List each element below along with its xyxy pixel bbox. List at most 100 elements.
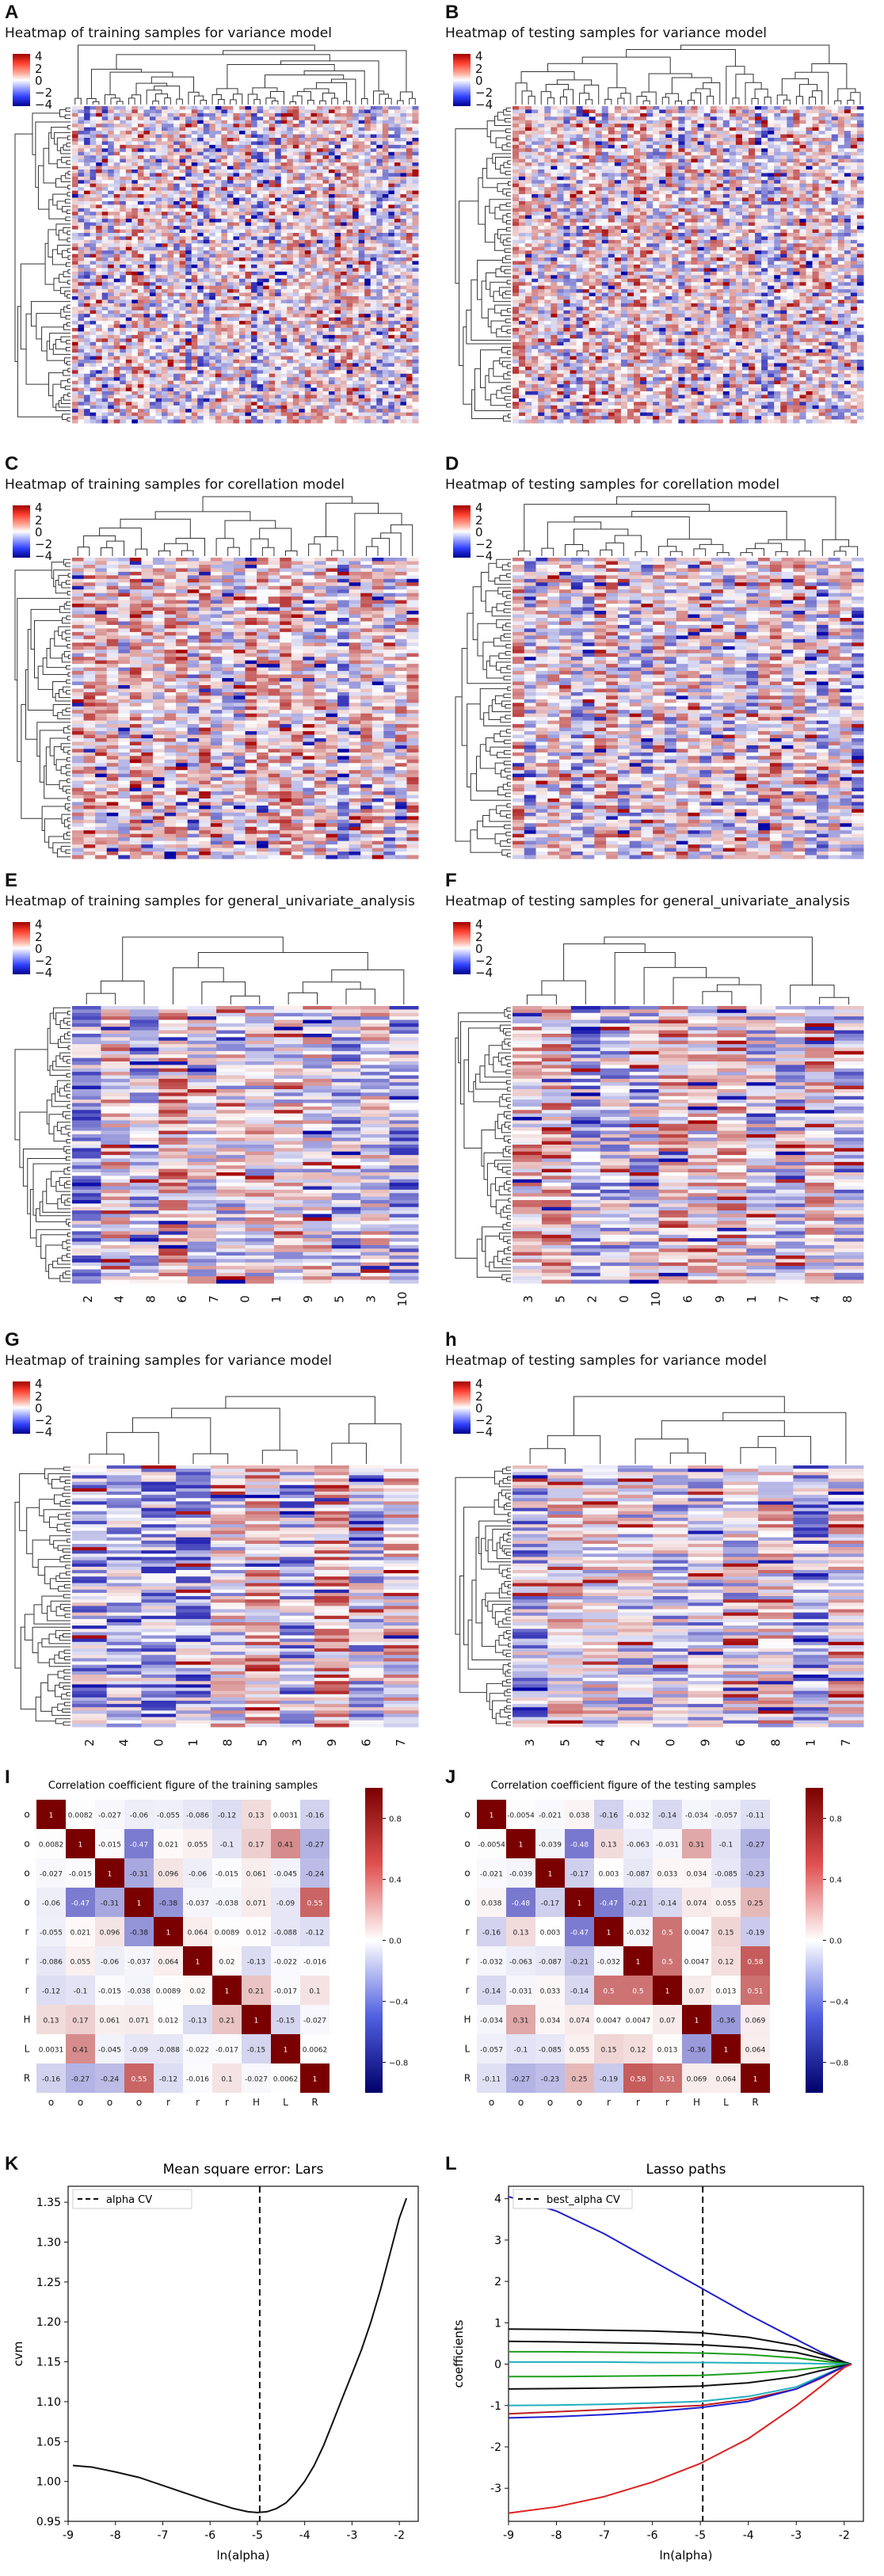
heatmap-cell <box>72 194 79 199</box>
heatmap-cell <box>346 331 353 336</box>
heatmap-cell <box>358 328 365 332</box>
heatmap-cell <box>221 331 228 336</box>
heatmap-cell <box>125 299 132 304</box>
heatmap-cell <box>352 187 360 192</box>
heatmap-cell <box>394 112 401 117</box>
heatmap-cell <box>173 394 181 399</box>
heatmap-cell <box>173 155 181 160</box>
heatmap-cell <box>101 155 109 160</box>
heatmap-cell <box>412 211 419 216</box>
heatmap-cell <box>400 194 407 199</box>
heatmap-cell <box>113 334 120 339</box>
heatmap-cell <box>162 314 169 318</box>
heatmap-cell <box>185 144 192 149</box>
heatmap-cell <box>304 275 311 280</box>
heatmap-cell <box>173 370 181 375</box>
heatmap-cell <box>388 384 395 389</box>
heatmap-cell <box>227 338 234 343</box>
heatmap-cell <box>269 289 276 294</box>
heatmap-cell <box>287 155 294 160</box>
heatmap-cell <box>358 215 365 219</box>
heatmap-cell <box>179 275 186 280</box>
heatmap-cell <box>209 109 216 114</box>
heatmap-cell <box>412 257 419 262</box>
heatmap-cell <box>108 384 115 389</box>
heatmap-cell <box>352 173 360 177</box>
heatmap-cell <box>215 292 222 297</box>
heatmap-cell <box>334 275 341 280</box>
heatmap-cell <box>173 292 181 297</box>
heatmap-cell <box>346 384 353 389</box>
heatmap-cell <box>263 331 270 336</box>
heatmap-cell <box>227 204 234 209</box>
heatmap-cell <box>400 229 407 234</box>
heatmap-cell <box>120 289 127 294</box>
heatmap-cell <box>370 148 377 153</box>
heatmap-cell <box>299 303 306 307</box>
heatmap-cell <box>162 190 169 195</box>
heatmap-cell <box>209 387 216 392</box>
heatmap-cell <box>328 363 336 368</box>
heatmap-cell <box>167 173 174 177</box>
heatmap-cell <box>269 116 276 121</box>
heatmap-cell <box>304 151 311 156</box>
heatmap-cell <box>125 204 132 209</box>
heatmap-cell <box>78 289 85 294</box>
heatmap-cell <box>322 194 330 199</box>
heatmap-cell <box>311 170 318 173</box>
heatmap-cell <box>394 144 401 149</box>
heatmap-cell <box>84 190 91 195</box>
heatmap-cell <box>155 250 162 255</box>
heatmap-cell <box>299 331 306 336</box>
heatmap-cell <box>346 391 353 395</box>
heatmap-cell <box>149 265 156 269</box>
heatmap-cell <box>316 151 323 156</box>
heatmap-cell <box>143 180 151 185</box>
heatmap-cell <box>334 173 341 177</box>
heatmap-cell <box>120 219 127 223</box>
heatmap-cell <box>299 307 306 311</box>
heatmap-cell <box>275 211 282 216</box>
heatmap-cell <box>125 162 132 167</box>
heatmap-cell <box>131 183 139 188</box>
heatmap-cell <box>346 366 353 371</box>
heatmap-cell <box>406 307 413 311</box>
heatmap-cell <box>221 176 228 181</box>
heatmap-cell <box>287 158 294 163</box>
heatmap-cell <box>352 352 360 357</box>
heatmap-cell <box>400 120 407 124</box>
heatmap-cell <box>245 204 252 209</box>
heatmap-cell <box>287 148 294 153</box>
heatmap-cell <box>233 334 240 339</box>
heatmap-cell <box>275 219 282 223</box>
heatmap-cell <box>245 180 252 185</box>
heatmap-cell <box>334 299 341 304</box>
heatmap-cell <box>233 296 240 300</box>
heatmap-cell <box>280 271 288 276</box>
heatmap-cell <box>316 257 323 262</box>
heatmap-cell <box>238 173 246 177</box>
heatmap-cell <box>167 405 174 410</box>
heatmap-cell <box>131 226 139 231</box>
heatmap-cell <box>84 405 91 410</box>
heatmap-cell <box>304 317 311 322</box>
heatmap-cell <box>364 360 372 364</box>
heatmap-cell <box>72 299 79 304</box>
heatmap-cell <box>125 222 132 227</box>
heatmap-cell <box>84 373 91 378</box>
heatmap-cell <box>173 208 181 212</box>
heatmap-cell <box>257 391 264 395</box>
heatmap-cell <box>185 363 192 368</box>
heatmap-cell <box>341 377 348 382</box>
heatmap-cell <box>251 204 258 209</box>
heatmap-cell <box>388 127 395 131</box>
heatmap-cell <box>322 405 330 410</box>
heatmap-cell <box>215 299 222 304</box>
heatmap-cell <box>185 352 192 357</box>
heatmap-cell <box>257 190 264 195</box>
heatmap-cell <box>203 229 210 234</box>
heatmap-cell <box>162 360 169 364</box>
heatmap-cell <box>149 314 156 318</box>
heatmap-cell <box>233 314 240 318</box>
heatmap-cell <box>203 275 210 280</box>
